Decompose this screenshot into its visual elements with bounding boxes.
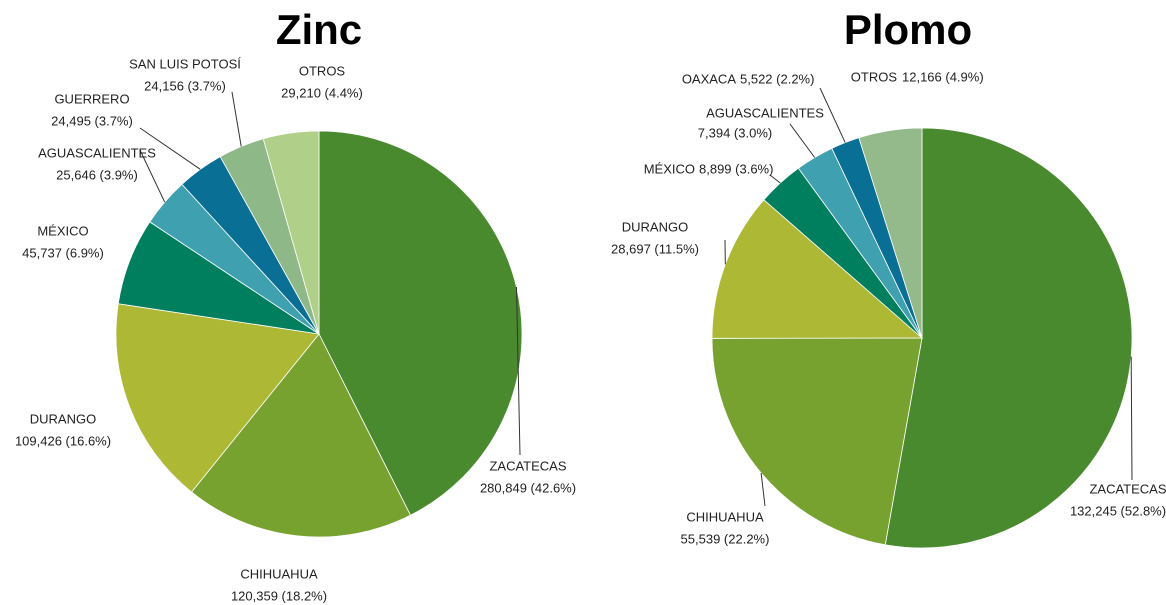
slice-value-label: 280,849 (42.6%) xyxy=(480,480,576,495)
slice-value-label: 45,737 (6.9%) xyxy=(22,245,104,260)
slice-category: DURANGO xyxy=(622,219,688,234)
slice-value-label: 29,210 (4.4%) xyxy=(281,85,363,100)
leader-line xyxy=(789,123,816,158)
slice-category: OTROS xyxy=(299,63,346,78)
slice-value-label: 28,697 (11.5%) xyxy=(611,241,699,256)
slice-value-label: 109,426 (16.6%) xyxy=(15,433,111,448)
pie-slice xyxy=(711,337,923,546)
leader-line xyxy=(515,286,521,456)
slice-category: MÉXICO xyxy=(37,223,88,238)
slice-value-label: 12,166 (4.9%) xyxy=(902,69,984,84)
slice-value-label: 8,899 (3.6%) xyxy=(699,161,773,176)
slice-category: OAXACA xyxy=(682,71,737,86)
leader-line xyxy=(819,87,846,143)
slice-value-label: 120,359 (18.2%) xyxy=(231,588,327,603)
leader-line xyxy=(769,174,781,184)
slice-value-label: 132,245 (52.8%) xyxy=(1070,503,1166,518)
slice-category: ZACATECAS xyxy=(1089,481,1166,496)
leader-line xyxy=(760,472,766,507)
slice-category: AGUASCALIENTES xyxy=(38,145,156,160)
slice-category: DURANGO xyxy=(30,411,96,426)
pie-slice xyxy=(115,303,320,493)
leader-line xyxy=(231,91,242,147)
slice-value-label: 7,394 (3.0%) xyxy=(698,125,772,140)
slice-value-label: 24,156 (3.7%) xyxy=(144,78,226,93)
pie-slice xyxy=(711,199,924,339)
pie-slice xyxy=(191,333,412,538)
chart-title: Plomo xyxy=(844,6,972,53)
chart-title: Zinc xyxy=(276,6,362,53)
slice-value-label: 55,539 (22.2%) xyxy=(681,531,770,546)
slice-value-label: 24,495 (3.7%) xyxy=(51,113,133,128)
slice-category: SAN LUIS POTOSÍ xyxy=(129,56,241,71)
slice-category: CHIHUAHUA xyxy=(686,509,764,524)
slice-category: GUERRERO xyxy=(54,91,129,106)
leader-line xyxy=(1130,356,1133,481)
slice-category: CHIHUAHUA xyxy=(240,566,318,581)
leader-line xyxy=(139,127,201,170)
pie-slice xyxy=(884,127,1133,549)
slice-value-label: 25,646 (3.9%) xyxy=(56,167,138,182)
slice-category: AGUASCALIENTES xyxy=(706,105,824,120)
pie-slice xyxy=(858,127,923,339)
slice-category: ZACATECAS xyxy=(489,458,566,473)
slice-category: OTROS xyxy=(851,69,898,84)
pie-slice xyxy=(262,130,320,335)
slice-category: MÉXICO xyxy=(644,161,695,176)
slice-value-label: 5,522 (2.2%) xyxy=(740,71,814,86)
leader-line xyxy=(139,149,166,203)
